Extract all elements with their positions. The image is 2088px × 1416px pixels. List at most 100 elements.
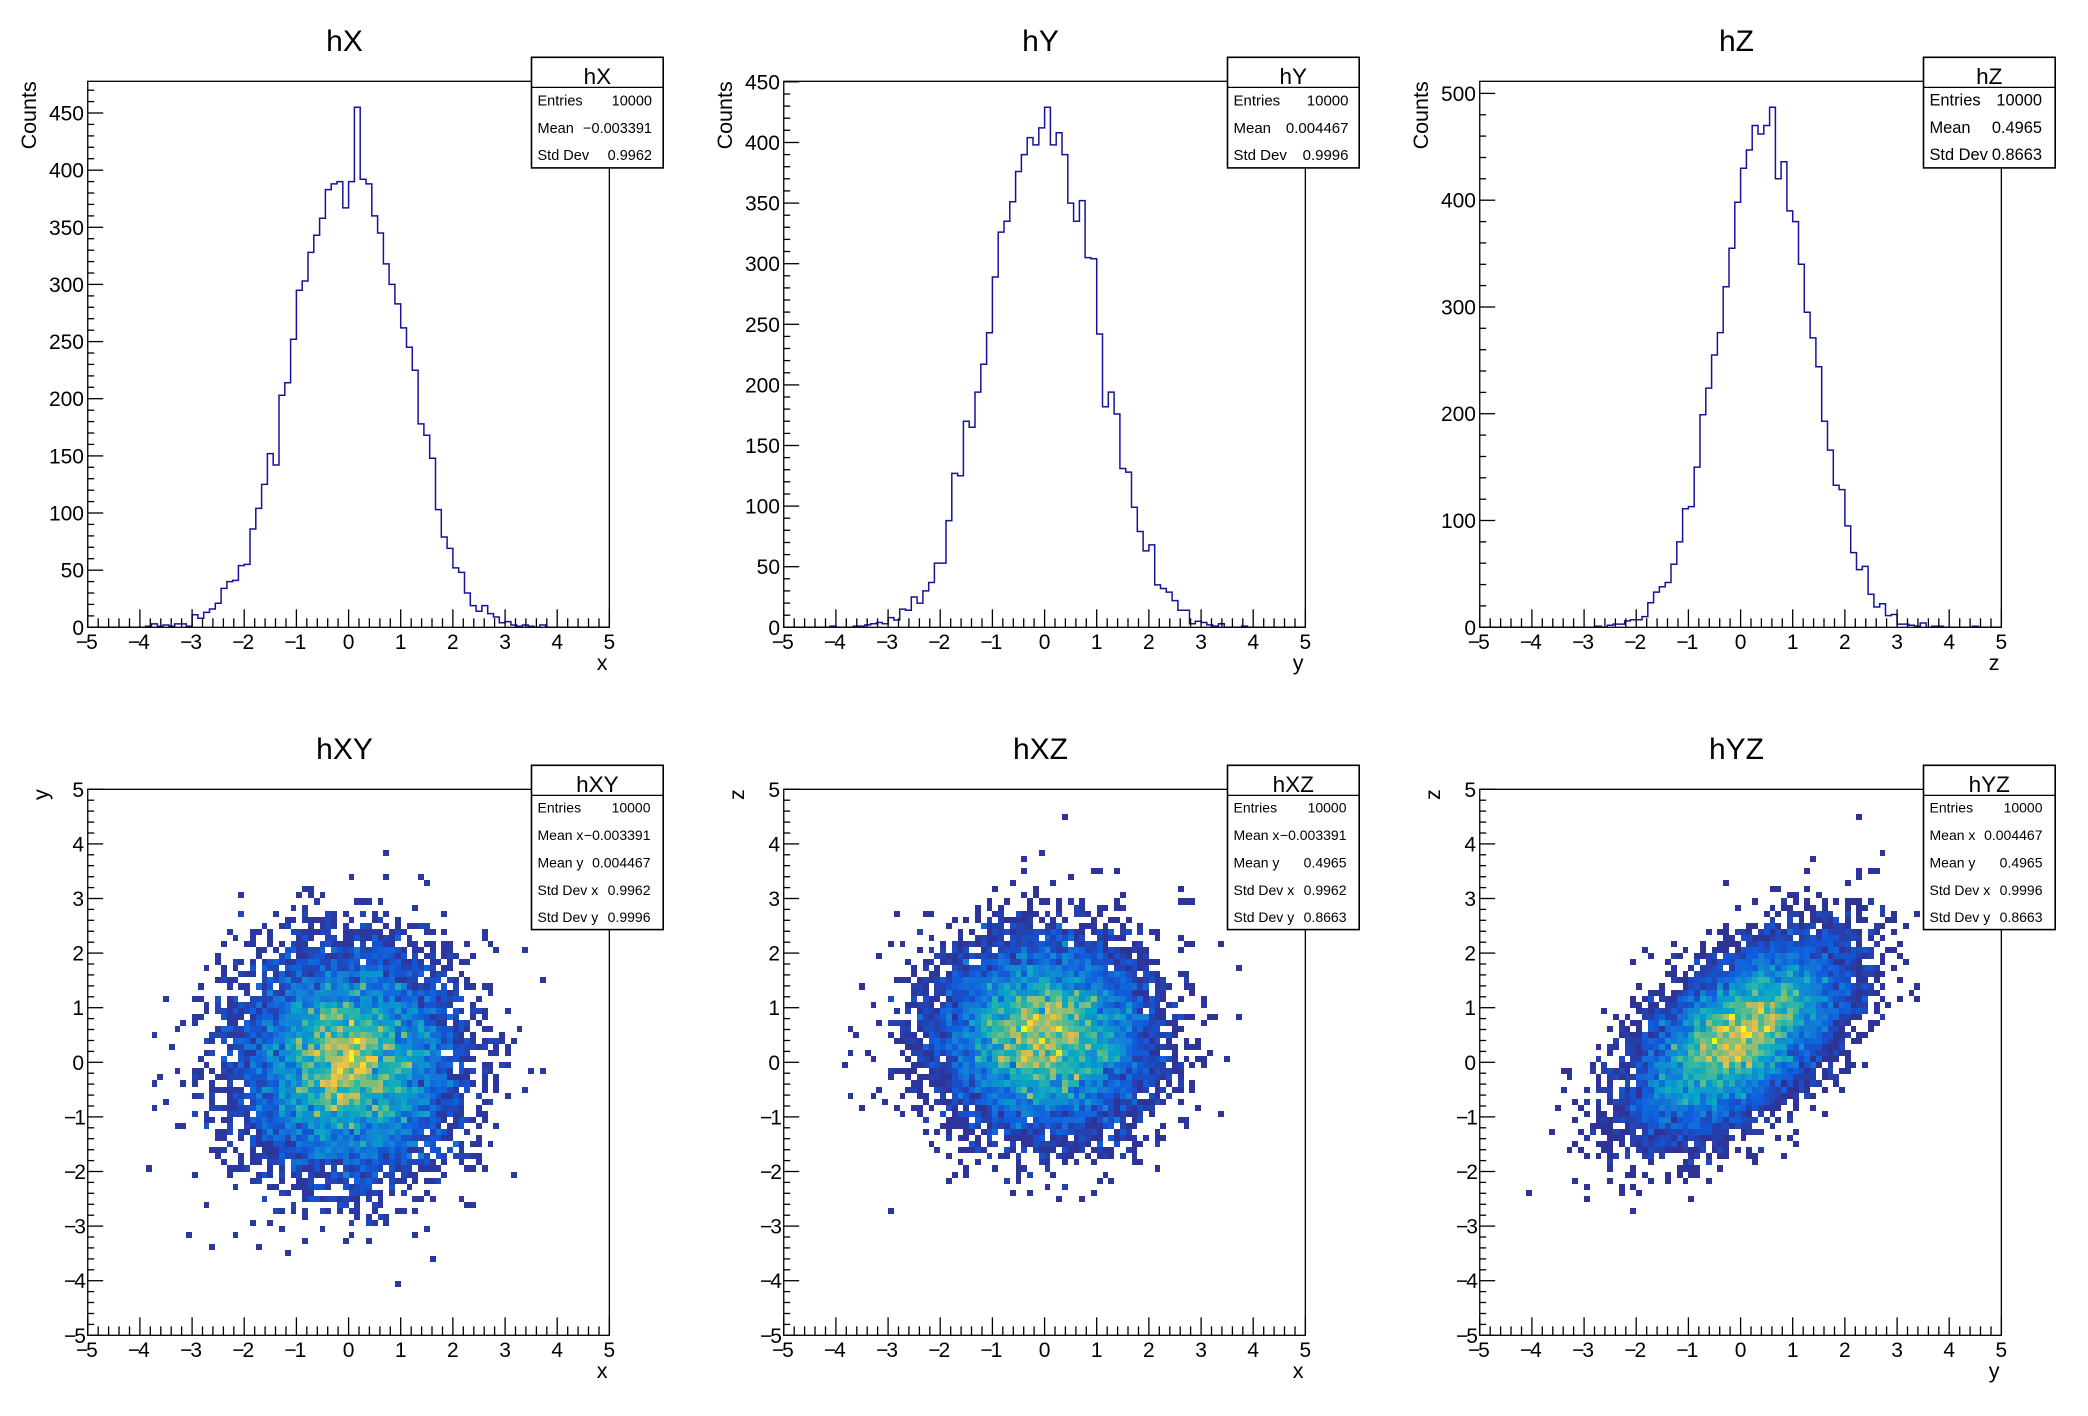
svg-text:0: 0 <box>72 1052 84 1075</box>
svg-text:150: 150 <box>745 435 780 458</box>
svg-text:0: 0 <box>1464 617 1476 640</box>
svg-text:1: 1 <box>395 631 407 654</box>
svg-text:4: 4 <box>768 833 780 856</box>
svg-text:−4: −4 <box>760 1270 782 1293</box>
svg-text:hY: hY <box>1280 64 1308 89</box>
svg-text:−3: −3 <box>1572 1339 1593 1362</box>
svg-text:Entries: Entries <box>1234 92 1281 109</box>
svg-text:hXZ: hXZ <box>1273 772 1315 797</box>
svg-text:0: 0 <box>1039 1339 1051 1362</box>
svg-text:hZ: hZ <box>1976 64 2003 89</box>
svg-text:0.9996: 0.9996 <box>1303 147 1349 164</box>
svg-text:0: 0 <box>1039 631 1051 654</box>
svg-text:4: 4 <box>551 1339 563 1362</box>
svg-text:2: 2 <box>1143 1339 1155 1362</box>
svg-text:4: 4 <box>551 631 563 654</box>
svg-text:0.4965: 0.4965 <box>1992 119 2042 137</box>
svg-text:1: 1 <box>1787 631 1799 654</box>
svg-text:Std Dev x: Std Dev x <box>1930 882 1991 898</box>
svg-text:y: y <box>1293 651 1304 675</box>
svg-text:0: 0 <box>1735 1339 1747 1362</box>
svg-text:−4: −4 <box>128 631 150 654</box>
svg-text:300: 300 <box>1441 297 1476 320</box>
svg-text:−4: −4 <box>128 1339 150 1362</box>
svg-text:0.8663: 0.8663 <box>1992 146 2042 164</box>
svg-text:400: 400 <box>745 132 780 155</box>
svg-text:−5: −5 <box>76 631 97 654</box>
svg-text:10000: 10000 <box>1996 91 2042 109</box>
svg-text:Entries: Entries <box>1930 91 1981 109</box>
svg-text:0.9962: 0.9962 <box>608 148 652 164</box>
svg-text:Mean: Mean <box>1234 120 1272 137</box>
svg-text:200: 200 <box>745 374 780 397</box>
svg-text:−3: −3 <box>876 631 897 654</box>
svg-text:Std Dev y: Std Dev y <box>538 909 599 925</box>
svg-text:z: z <box>1989 651 2000 675</box>
svg-text:0.9962: 0.9962 <box>1304 882 1347 898</box>
svg-text:Std Dev x: Std Dev x <box>1234 882 1295 898</box>
svg-text:450: 450 <box>745 71 780 94</box>
svg-text:100: 100 <box>1441 510 1476 533</box>
svg-text:3: 3 <box>1195 1339 1207 1362</box>
svg-text:−3: −3 <box>180 1339 201 1362</box>
svg-text:0: 0 <box>343 631 355 654</box>
svg-text:5: 5 <box>1300 1339 1312 1362</box>
svg-text:5: 5 <box>1996 631 2008 654</box>
svg-text:1: 1 <box>1091 1339 1103 1362</box>
svg-text:2: 2 <box>447 1339 459 1362</box>
svg-text:−1: −1 <box>980 1339 1001 1362</box>
svg-text:Mean y: Mean y <box>1234 854 1280 870</box>
svg-text:5: 5 <box>1464 779 1476 802</box>
svg-text:10000: 10000 <box>612 799 651 815</box>
svg-text:5: 5 <box>1300 631 1312 654</box>
svg-text:3: 3 <box>499 631 511 654</box>
svg-text:3: 3 <box>1891 1339 1903 1362</box>
svg-text:hX: hX <box>584 64 612 89</box>
svg-text:400: 400 <box>1441 190 1476 213</box>
svg-text:Mean: Mean <box>1930 119 1971 137</box>
svg-text:−5: −5 <box>76 1339 97 1362</box>
svg-text:100: 100 <box>745 496 780 519</box>
svg-text:3: 3 <box>499 1339 511 1362</box>
svg-text:2: 2 <box>447 631 459 654</box>
svg-text:hXY: hXY <box>576 772 619 797</box>
svg-text:y: y <box>29 789 53 800</box>
svg-text:250: 250 <box>49 331 84 354</box>
svg-text:3: 3 <box>72 888 84 911</box>
svg-text:5: 5 <box>72 779 84 802</box>
svg-text:3: 3 <box>1891 631 1903 654</box>
svg-text:2: 2 <box>768 943 780 966</box>
svg-text:hX: hX <box>326 25 363 58</box>
svg-text:1: 1 <box>1787 1339 1799 1362</box>
svg-text:0: 0 <box>1735 631 1747 654</box>
svg-text:150: 150 <box>49 445 84 468</box>
svg-text:0.9996: 0.9996 <box>608 909 651 925</box>
svg-text:5: 5 <box>1996 1339 2008 1362</box>
svg-text:0.9996: 0.9996 <box>2000 882 2043 898</box>
svg-text:−5: −5 <box>1468 631 1489 654</box>
svg-text:x: x <box>597 651 608 675</box>
svg-text:5: 5 <box>768 779 780 802</box>
svg-text:10000: 10000 <box>2004 799 2043 815</box>
svg-text:−1: −1 <box>1676 631 1697 654</box>
svg-text:10000: 10000 <box>1308 799 1347 815</box>
svg-text:1: 1 <box>395 1339 407 1362</box>
svg-text:−3: −3 <box>1572 631 1593 654</box>
svg-text:500: 500 <box>1441 83 1476 106</box>
svg-text:Std Dev y: Std Dev y <box>1930 909 1991 925</box>
svg-text:−3: −3 <box>180 631 201 654</box>
svg-text:−0.003391: −0.003391 <box>1280 827 1347 843</box>
svg-text:4: 4 <box>1943 631 1955 654</box>
svg-text:−2: −2 <box>928 1339 949 1362</box>
svg-text:−3: −3 <box>64 1216 85 1239</box>
svg-text:300: 300 <box>745 253 780 276</box>
svg-text:300: 300 <box>49 274 84 297</box>
svg-text:5: 5 <box>604 1339 616 1362</box>
svg-text:−2: −2 <box>232 1339 253 1362</box>
svg-text:50: 50 <box>61 560 84 583</box>
svg-text:4: 4 <box>72 833 84 856</box>
svg-text:0.9962: 0.9962 <box>608 882 651 898</box>
svg-text:0: 0 <box>343 1339 355 1362</box>
svg-text:2: 2 <box>1839 1339 1851 1362</box>
svg-text:Mean x: Mean x <box>1234 827 1280 843</box>
